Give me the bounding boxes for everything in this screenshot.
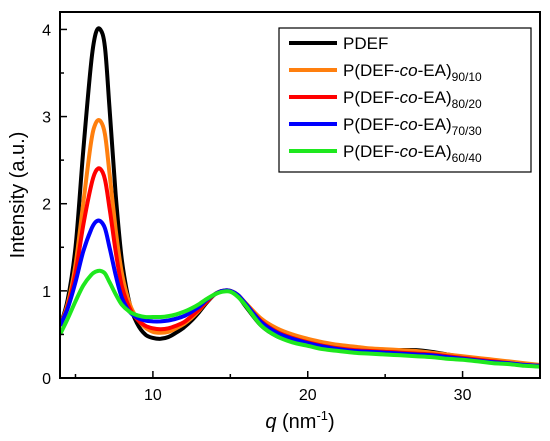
legend-label-part: co <box>400 142 418 161</box>
legend-label-part: P(DEF- <box>343 115 400 134</box>
legend-box <box>278 27 532 173</box>
legend-label-1: P(DEF-co-EA)90/10 <box>343 61 482 84</box>
legend-label-part: 90/10 <box>452 70 482 84</box>
legend-label-part: 80/20 <box>452 97 482 111</box>
legend-label-part: -EA) <box>418 61 452 80</box>
y-tick-label: 2 <box>42 197 51 214</box>
x-axis-symbol: q <box>265 411 276 433</box>
legend-label-part: -EA) <box>418 142 452 161</box>
legend-label-3: P(DEF-co-EA)70/30 <box>343 115 482 138</box>
legend-label-part: -EA) <box>418 88 452 107</box>
x-axis-unit-exponent: -1 <box>316 408 328 423</box>
axis-ticks: 10 20 30 0 1 2 3 4 <box>42 22 541 404</box>
x-tick-label: 30 <box>454 387 472 404</box>
series-line-4 <box>60 268 540 369</box>
legend-label-0: PDEF <box>343 34 388 53</box>
x-axis-unit-close: ) <box>328 411 335 433</box>
x-tick-label: 20 <box>299 387 317 404</box>
legend-label-part: PDEF <box>343 34 388 53</box>
legend-label-2: P(DEF-co-EA)80/20 <box>343 88 482 111</box>
plot-frame <box>59 11 541 379</box>
legend: PDEFP(DEF-co-EA)90/10P(DEF-co-EA)80/20P(… <box>278 27 532 173</box>
legend-label-part: 60/40 <box>452 151 482 165</box>
legend-label-part: co <box>400 61 418 80</box>
legend-label-part: co <box>400 88 418 107</box>
x-axis-unit: (nm <box>276 411 316 433</box>
y-tick-label: 0 <box>42 371 51 388</box>
legend-label-part: P(DEF- <box>343 88 400 107</box>
y-axis-label: Intensity (a.u.) <box>7 132 29 259</box>
legend-label-part: co <box>400 115 418 134</box>
x-tick-label: 10 <box>144 387 162 404</box>
y-tick-label: 1 <box>42 284 51 301</box>
series-layer <box>60 26 540 369</box>
x-axis-label: q (nm-1) <box>265 408 334 433</box>
legend-label-part: P(DEF- <box>343 61 400 80</box>
legend-label-4: P(DEF-co-EA)60/40 <box>343 142 482 165</box>
y-tick-label: 4 <box>42 22 51 39</box>
legend-label-part: -EA) <box>418 115 452 134</box>
legend-label-part: 70/30 <box>452 124 482 138</box>
y-tick-label: 3 <box>42 110 51 127</box>
legend-label-part: P(DEF- <box>343 142 400 161</box>
